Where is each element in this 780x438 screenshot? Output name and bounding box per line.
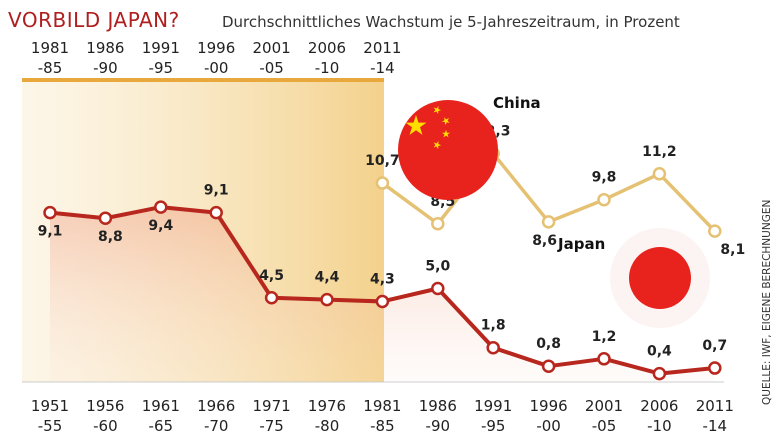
china-flag-icon bbox=[398, 100, 498, 200]
japan-data-label: 4,5 bbox=[259, 268, 284, 284]
japan-x-tick-label: 1976 -80 bbox=[308, 397, 346, 435]
japan-data-label: 9,1 bbox=[38, 224, 63, 240]
japan-point bbox=[43, 205, 57, 220]
chart-subtitle: Durchschnittliches Wachstum je 5-Jahresz… bbox=[222, 13, 680, 31]
china-x-tick-label: 1986 -90 bbox=[86, 39, 124, 77]
japan-x-tick-label: 1966 -70 bbox=[197, 397, 235, 435]
china-data-label: 9,8 bbox=[592, 170, 617, 186]
japan-data-label: 1,2 bbox=[592, 329, 617, 345]
japan-point bbox=[708, 361, 722, 375]
china-data-label: 10,7 bbox=[365, 153, 400, 169]
china-point bbox=[597, 192, 611, 207]
chart-title: VORBILD JAPAN? bbox=[8, 8, 180, 32]
china-point bbox=[375, 176, 390, 190]
japan-data-label: 0,4 bbox=[647, 344, 672, 360]
japan-x-tick-label: 1971 -75 bbox=[253, 397, 291, 435]
japan-point bbox=[264, 291, 279, 305]
japan-point bbox=[486, 340, 500, 355]
china-x-tick-label: 2006 -10 bbox=[308, 39, 346, 77]
japan-area-fill bbox=[50, 207, 715, 381]
japan-x-tick-label: 1951 -55 bbox=[31, 397, 69, 435]
china-point bbox=[431, 217, 445, 231]
china-data-label: 8,6 bbox=[532, 233, 557, 249]
china-x-tick-label: 1981 -85 bbox=[31, 39, 69, 77]
china-x-tick-label: 2001 -05 bbox=[253, 39, 291, 77]
japan-x-tick-label: 2006 -10 bbox=[640, 397, 678, 435]
japan-point bbox=[597, 352, 611, 366]
japan-data-label: 8,8 bbox=[98, 229, 123, 245]
japan-point bbox=[154, 200, 168, 214]
tick-labels: 1951 -55 1956 -60 1961 -65 1966 -70 1971 -75 1976-… bbox=[31, 39, 734, 435]
china-x-tick-label: 2011 -14 bbox=[363, 39, 401, 77]
china-point bbox=[708, 224, 722, 238]
japan-data-label: 1,8 bbox=[481, 318, 506, 334]
china-data-label: 11,2 bbox=[642, 144, 677, 160]
japan-data-label: 4,4 bbox=[315, 270, 340, 286]
source-note: QUELLE: IWF, EIGENE BERECHNUNGEN bbox=[761, 200, 773, 405]
japan-x-tick-label: 2011 -14 bbox=[696, 397, 734, 435]
japan-x-tick-label: 1996 -00 bbox=[530, 397, 568, 435]
japan-x-tick-label: 2001 -05 bbox=[585, 397, 623, 435]
japan-x-tick-label: 1991 -95 bbox=[474, 397, 512, 435]
japan-point bbox=[541, 359, 556, 373]
japan-point bbox=[320, 292, 334, 307]
japan-point bbox=[375, 294, 390, 309]
japan-data-label: 0,7 bbox=[702, 338, 727, 354]
japan-point bbox=[98, 211, 113, 225]
japan-x-tick-label: 1986 -90 bbox=[419, 397, 457, 435]
china-point bbox=[541, 215, 556, 229]
japan-area-layer bbox=[50, 207, 715, 381]
japan-x-tick-label: 1981 -85 bbox=[363, 397, 401, 435]
japan-point bbox=[431, 281, 445, 296]
japan-data-label: 4,3 bbox=[370, 271, 395, 287]
japan-legend-label: Japan bbox=[557, 235, 605, 253]
japan-data-label: 0,8 bbox=[536, 336, 561, 352]
china-x-tick-label: 1996 -00 bbox=[197, 39, 235, 77]
japan-point bbox=[209, 205, 223, 220]
china-legend-label: China bbox=[493, 94, 541, 112]
japan-point bbox=[652, 366, 667, 381]
japan-data-label: 5,0 bbox=[425, 259, 450, 275]
japan-x-tick-label: 1956 -60 bbox=[86, 397, 124, 435]
japan-data-label: 9,1 bbox=[204, 183, 229, 199]
japan-data-label: 9,4 bbox=[148, 218, 173, 234]
japan-x-tick-label: 1961 -65 bbox=[142, 397, 180, 435]
china-band-top-rule bbox=[22, 78, 384, 82]
china-point bbox=[652, 167, 667, 181]
china-data-label: 8,1 bbox=[720, 242, 745, 258]
china-x-tick-label: 1991 -95 bbox=[142, 39, 180, 77]
japan-flag-icon bbox=[610, 228, 710, 328]
